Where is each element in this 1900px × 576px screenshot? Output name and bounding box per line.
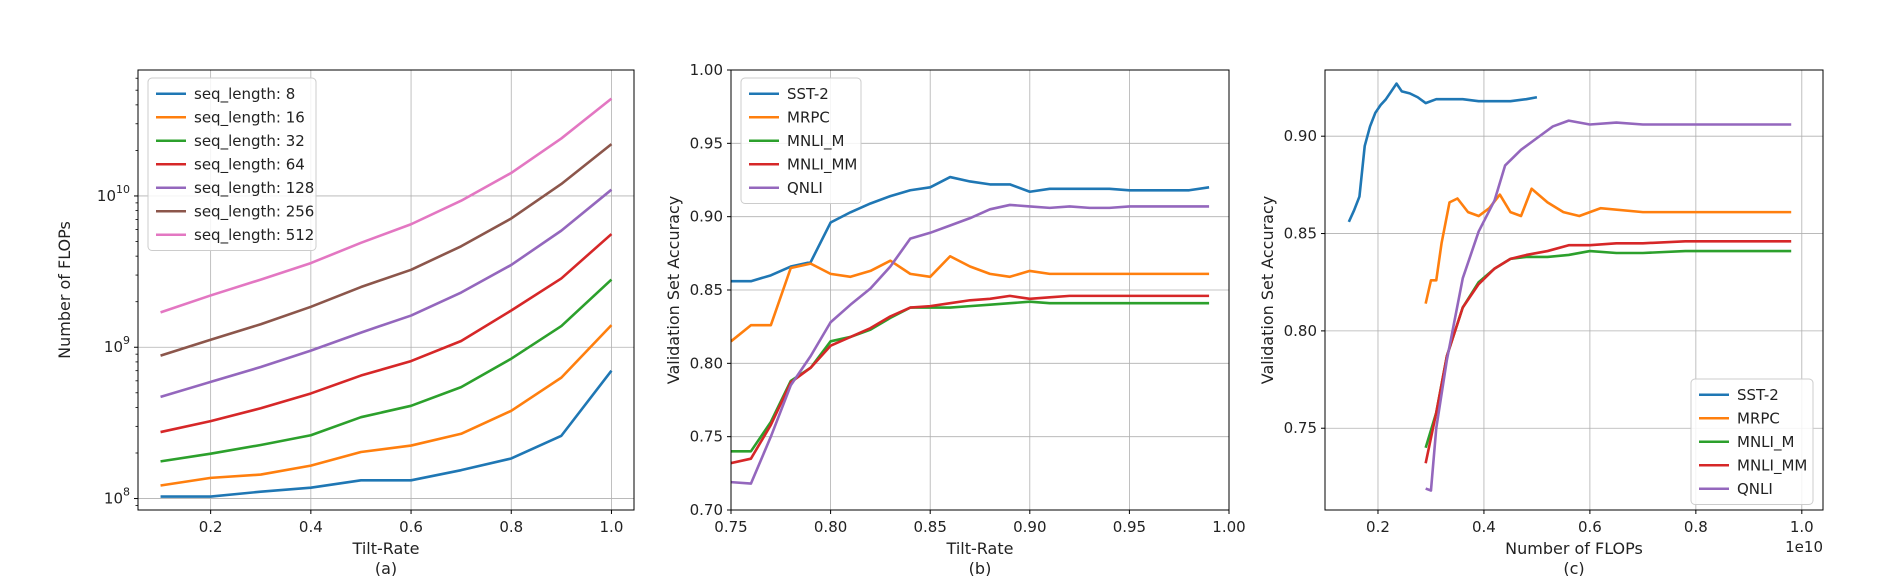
legend-entry: MNLI_MM: [1737, 456, 1807, 475]
y-tick-label: 0.70: [690, 501, 723, 519]
x-tick-label: 0.8: [1684, 518, 1708, 536]
legend-entry: seq_length: 512: [194, 226, 314, 245]
y-tick-label: 0.85: [1284, 225, 1317, 243]
legend-entry: seq_length: 64: [194, 155, 305, 174]
series-line-seq-length-8: [160, 369, 613, 498]
legend: SST-2 MRPC MNLI_M MNLI_MM QNLI: [1690, 378, 1814, 505]
legend-entry: MRPC: [1737, 409, 1780, 427]
x-tick-label: 0.95: [1113, 518, 1146, 536]
legend: seq_length: 8 seq_length: 16 seq_length: 3…: [147, 77, 317, 251]
legend-box: [740, 77, 862, 204]
panel-caption: (a): [375, 559, 397, 576]
y-tick-label: 0.90: [1284, 127, 1317, 145]
legend-entry: QNLI: [1737, 480, 1773, 498]
x-tick-label: 0.8: [499, 518, 523, 536]
series-line-seq-length-16: [160, 324, 613, 487]
series-line-qnli: [1425, 119, 1792, 492]
panel-caption: (c): [1563, 559, 1584, 576]
x-tick-label: 0.85: [913, 518, 946, 536]
legend-entry: seq_length: 256: [194, 202, 314, 221]
x-tick-label: 1.0: [1790, 518, 1814, 536]
plot-frame: [137, 69, 635, 511]
x-tick-label: 0.6: [399, 518, 423, 536]
series-line-seq-length-32: [160, 278, 613, 463]
legend: SST-2 MRPC MNLI_M MNLI_MM QNLI: [740, 77, 862, 204]
series-line-sst-2: [1347, 82, 1538, 223]
chart-panel-0: 0.2 0.4 0.6 0.8 1.0 108 109 1010 Tilt-Rate(a) Num…: [55, 69, 635, 576]
legend-entry: SST-2: [1737, 386, 1779, 404]
series-line-mrpc: [1424, 187, 1792, 304]
y-tick-label: 0.80: [1284, 322, 1317, 340]
y-axis-label: Number of FLOPs: [55, 221, 74, 359]
series-line-qnli: [731, 203, 1210, 485]
series-line-sst-2: [731, 175, 1210, 283]
series-line-seq-length-256: [160, 143, 613, 357]
x-tick-label: 0.2: [1366, 518, 1390, 536]
chart-panel-1: 0.75 0.80 0.85 0.90 0.95 1.000.700.750.800.85…: [664, 61, 1246, 576]
legend-entry: seq_length: 16: [194, 108, 305, 127]
y-tick-label: 109: [104, 334, 130, 356]
legend-entry: MRPC: [787, 108, 830, 126]
x-axis-label: Tilt-Rate: [352, 539, 420, 558]
x-tick-label: 0.80: [814, 518, 847, 536]
y-tick-label: 0.90: [690, 208, 723, 226]
y-tick-label: 108: [104, 486, 130, 508]
y-tick-label: 0.85: [690, 281, 723, 299]
y-tick-label: 0.95: [690, 134, 723, 152]
x-tick-label: 0.90: [1013, 518, 1046, 536]
series-line-mrpc: [731, 254, 1210, 343]
series-line-mnli-m: [731, 300, 1210, 453]
legend-entry: QNLI: [787, 179, 823, 197]
series-line-seq-length-64: [160, 233, 613, 434]
y-axis-label: Validation Set Accuracy: [664, 196, 683, 385]
chart-panel-2: 0.2 0.4 0.6 0.8 1.0 0.75 0.80 0.85 0.90 1e10 Numbe…: [1258, 69, 1824, 576]
x-offset-label: 1e10: [1785, 538, 1823, 556]
y-tick-label: 0.75: [1284, 419, 1317, 437]
x-tick-label: 0.75: [714, 518, 747, 536]
plot-frame: [1324, 69, 1824, 511]
y-tick-label: 1.00: [690, 61, 723, 79]
panel-caption: (b): [969, 559, 992, 576]
series-line-mnli-mm: [1424, 240, 1792, 464]
y-tick-label: 0.75: [690, 428, 723, 446]
y-tick-label: 1010: [97, 183, 130, 205]
x-tick-label: 0.2: [199, 518, 223, 536]
legend-entry: MNLI_M: [787, 132, 844, 151]
legend-entry: MNLI_M: [1737, 433, 1794, 452]
x-tick-label: 1.00: [1212, 518, 1245, 536]
x-tick-label: 0.6: [1578, 518, 1602, 536]
legend-entry: MNLI_MM: [787, 155, 857, 174]
series-line-seq-length-128: [160, 188, 613, 399]
legend-box: [147, 77, 317, 251]
series-line-mnli-mm: [731, 294, 1210, 465]
x-axis-label: Tilt-Rate: [946, 539, 1014, 558]
legend-entry: seq_length: 32: [194, 132, 305, 151]
legend-box: [1690, 378, 1814, 505]
y-axis-label: Validation Set Accuracy: [1258, 196, 1277, 385]
x-axis-label: Number of FLOPs: [1505, 539, 1643, 558]
x-tick-label: 1.0: [600, 518, 624, 536]
series-line-seq-length-512: [160, 97, 613, 314]
legend-entry: seq_length: 8: [194, 85, 295, 104]
x-tick-label: 0.4: [1472, 518, 1496, 536]
legend-entry: seq_length: 128: [194, 179, 314, 198]
y-tick-label: 0.80: [690, 354, 723, 372]
legend-entry: SST-2: [787, 85, 829, 103]
x-tick-label: 0.4: [299, 518, 323, 536]
